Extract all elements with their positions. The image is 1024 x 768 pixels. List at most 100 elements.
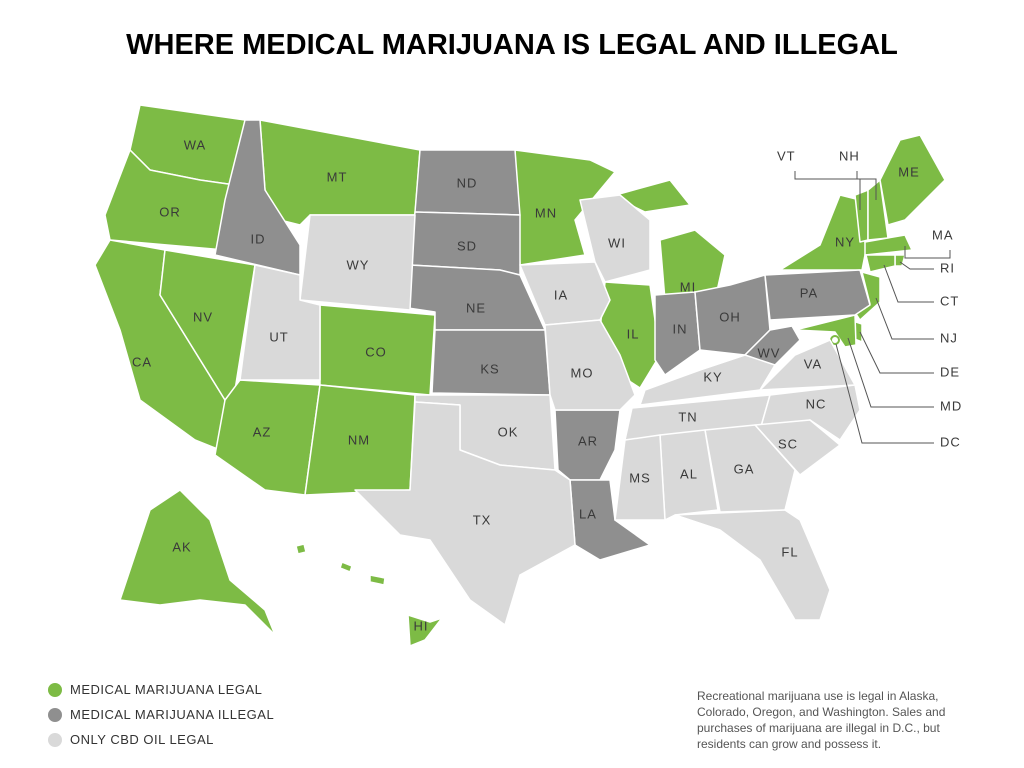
legend: MEDICAL MARIJUANA LEGAL MEDICAL MARIJUANA… — [48, 682, 274, 747]
state-label: IA — [554, 287, 568, 302]
state-label: CA — [132, 354, 152, 369]
note: Recreational marijuana use is legal in A… — [697, 689, 945, 751]
legend-swatch — [48, 708, 62, 722]
state-label: MO — [571, 365, 594, 380]
state — [239, 264, 321, 381]
state — [865, 254, 896, 273]
state-label: CT — [940, 293, 959, 308]
state-label: VT — [777, 148, 796, 163]
state-label: NJ — [940, 330, 958, 345]
leader-line — [794, 171, 861, 210]
leader-line — [883, 264, 934, 303]
state-label: WA — [184, 137, 206, 152]
state-label: KS — [480, 361, 499, 376]
leader-line — [875, 297, 934, 340]
state-label: AR — [578, 433, 598, 448]
state-label: MN — [535, 205, 557, 220]
note-line: Colorado, Oregon, and Washington. Sales … — [697, 705, 945, 719]
state-label: NH — [839, 148, 860, 163]
state — [830, 335, 840, 345]
leader-line — [904, 246, 951, 259]
legend-label: MEDICAL MARIJUANA LEGAL — [70, 682, 262, 697]
state-label: CO — [365, 344, 387, 359]
state-label: HI — [414, 618, 429, 633]
state — [639, 354, 776, 406]
state-label: SD — [457, 238, 477, 253]
state-label: NE — [466, 300, 486, 315]
state-label: DE — [940, 364, 960, 379]
state-label: UT — [269, 329, 288, 344]
state-label: NC — [806, 396, 827, 411]
leader-line — [899, 261, 934, 270]
note-line: residents can grow and possess it. — [697, 737, 881, 751]
legend-label: MEDICAL MARIJUANA ILLEGAL — [70, 707, 274, 722]
state — [864, 234, 913, 256]
state — [654, 291, 701, 376]
state-label: SC — [778, 436, 798, 451]
state-label: AZ — [253, 424, 272, 439]
state-label: IN — [673, 321, 688, 336]
state-label: MA — [932, 227, 954, 242]
state-label: MS — [629, 470, 651, 485]
state-label: MD — [940, 398, 962, 413]
state-label: ME — [898, 164, 920, 179]
state-label: MT — [327, 169, 348, 184]
state-label: OK — [498, 424, 519, 439]
state-label: WY — [347, 257, 370, 272]
state-label: FL — [781, 544, 798, 559]
state-label: KY — [703, 369, 722, 384]
state-label: OR — [159, 204, 181, 219]
state — [674, 509, 831, 621]
state — [519, 261, 611, 326]
state — [704, 424, 796, 513]
leader-line — [847, 337, 934, 408]
states — [94, 104, 946, 647]
state-label: NM — [348, 432, 370, 447]
state — [764, 269, 871, 321]
legend-swatch — [48, 683, 62, 697]
leader-line — [835, 343, 934, 444]
state — [299, 214, 416, 311]
state — [779, 194, 867, 271]
note-line: Recreational marijuana use is legal in A… — [697, 689, 938, 703]
state — [214, 119, 301, 276]
state-label: GA — [734, 461, 755, 476]
state-label: TN — [678, 409, 697, 424]
state — [614, 434, 666, 521]
state-label: WV — [758, 345, 781, 360]
state — [879, 134, 946, 226]
state-label: WI — [608, 235, 626, 250]
state-label: OH — [719, 309, 741, 324]
state — [579, 194, 651, 283]
state-label: PA — [800, 285, 818, 300]
state-label: NY — [835, 234, 855, 249]
state-label: AL — [680, 466, 698, 481]
state-label: VA — [804, 356, 822, 371]
leader-line — [856, 171, 877, 200]
state-label: MI — [680, 279, 696, 294]
state — [759, 339, 856, 391]
state-label: DC — [940, 434, 961, 449]
state — [407, 614, 443, 647]
state — [369, 574, 386, 586]
state-labels: WA OR CA NV AZ MT CO NM MN IL MI NY VT NH ME MA RI CT NJ DE… — [132, 137, 962, 633]
state-label: IL — [627, 326, 640, 341]
state-label: ID — [251, 231, 266, 246]
legend-swatch — [48, 733, 62, 747]
state-label: RI — [940, 260, 955, 275]
leader-line — [859, 331, 934, 374]
legend-label: ONLY CBD OIL LEGAL — [70, 732, 214, 747]
state-label: NV — [193, 309, 213, 324]
state-label: TX — [473, 512, 492, 527]
state-label: LA — [579, 506, 597, 521]
note-line: purchases of marijuana are illegal in D.… — [697, 721, 940, 735]
state — [354, 401, 576, 626]
title: WHERE MEDICAL MARIJUANA IS LEGAL AND ILL… — [126, 29, 898, 61]
state — [119, 489, 276, 636]
state-label: ND — [457, 175, 478, 190]
state — [339, 561, 353, 573]
state — [659, 229, 726, 301]
state — [295, 543, 307, 555]
